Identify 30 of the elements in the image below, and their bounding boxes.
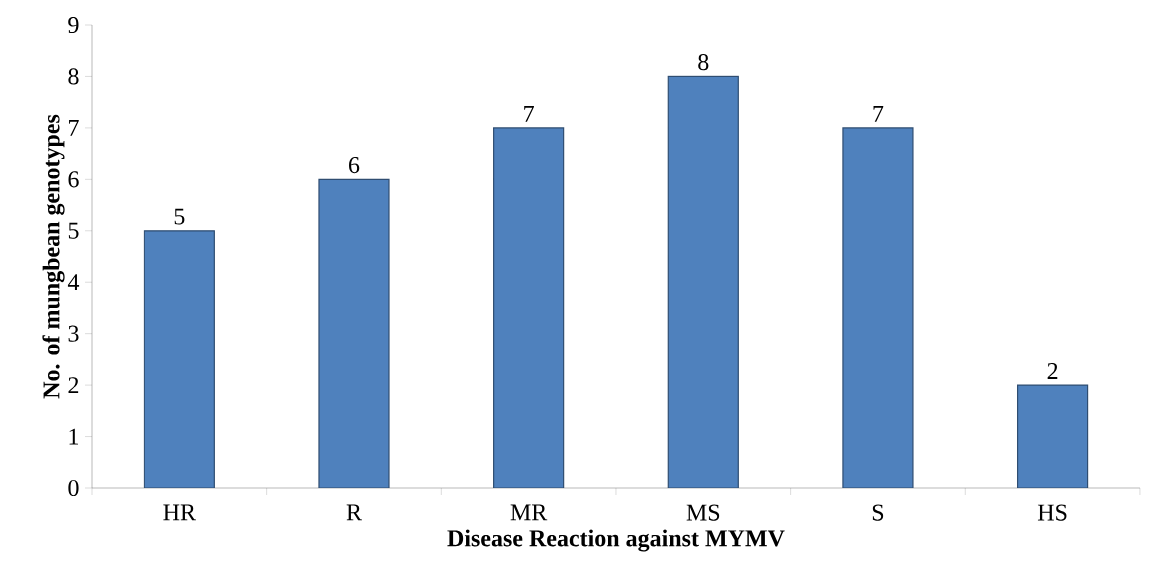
data-label: 7 — [873, 105, 884, 122]
x-tick-label: R — [346, 504, 362, 521]
y-tick-label: 2 — [68, 377, 79, 394]
y-tick-label: 6 — [68, 171, 79, 188]
bar — [318, 178, 390, 488]
y-tick-label: 0 — [68, 479, 79, 497]
y-axis-title: No. of mungbean genotypes — [42, 114, 65, 399]
y-tick-label: 5 — [68, 222, 79, 239]
y-tick-label: 7 — [69, 120, 79, 136]
y-tick-label: 3 — [68, 325, 79, 342]
bar — [667, 75, 739, 488]
y-tick-label: 1 — [69, 428, 79, 445]
y-tick-label: 8 — [68, 68, 79, 85]
data-label: 7 — [524, 105, 534, 122]
x-tick-label: HR — [163, 504, 196, 521]
x-tick-label: S — [872, 504, 884, 521]
x-tick-label: MS — [686, 504, 720, 521]
y-tick-label: 9 — [68, 16, 79, 34]
y-tick-label: 4 — [67, 274, 80, 291]
bar — [842, 127, 914, 488]
x-axis-title: Disease Reaction against MYMV — [447, 529, 785, 552]
data-label: 6 — [349, 157, 360, 174]
x-tick-label: HS — [1037, 504, 1067, 521]
bar — [143, 230, 215, 488]
x-tick-label: MR — [510, 504, 548, 521]
bar — [493, 127, 565, 488]
bar — [1017, 384, 1089, 488]
data-label: 2 — [1047, 363, 1058, 379]
data-label: 5 — [174, 208, 185, 225]
data-label: 8 — [698, 54, 709, 71]
